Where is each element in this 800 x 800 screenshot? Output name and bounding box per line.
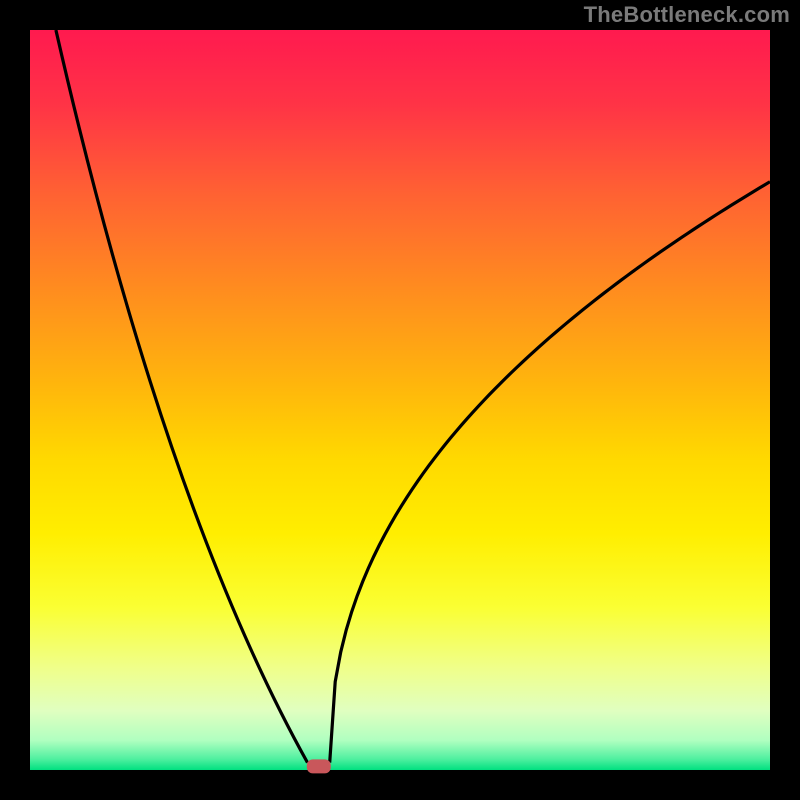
chart-svg (30, 30, 770, 770)
gradient-rect (30, 30, 770, 770)
plot-area (30, 30, 770, 770)
chart-frame: TheBottleneck.com (0, 0, 800, 800)
min-marker (306, 760, 330, 773)
watermark-text: TheBottleneck.com (584, 2, 790, 28)
